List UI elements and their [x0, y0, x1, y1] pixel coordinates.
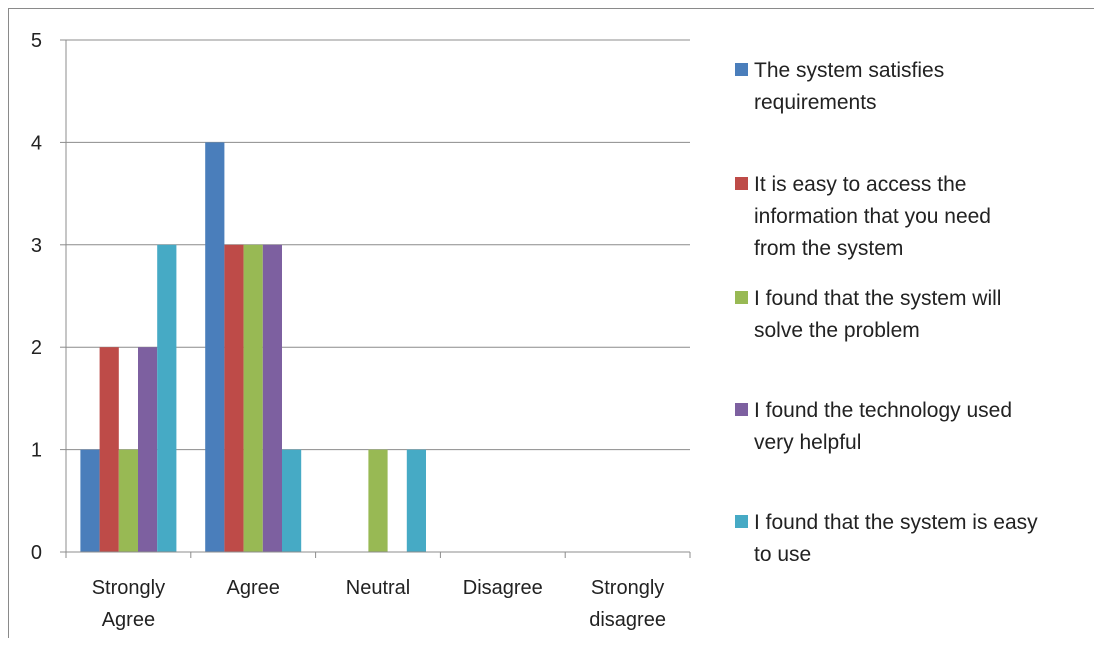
x-tick-label: Neutral: [346, 577, 410, 599]
legend-item: It is easy to access the information that…: [735, 169, 1095, 265]
bar: [262, 244, 282, 553]
x-tick-labels: Strongly Agree Agree Neutral Disagree Strongl…: [92, 577, 666, 631]
axes: [65, 40, 691, 558]
bar: [406, 449, 426, 552]
legend-label: I found that the system is easy to use: [754, 507, 1084, 571]
x-tick-label: disagree: [589, 609, 666, 631]
legend-swatch: [735, 291, 748, 304]
y-tick-label: 0: [31, 542, 42, 564]
bar: [282, 449, 302, 552]
bar: [80, 449, 100, 552]
bar: [243, 244, 263, 553]
y-tick-labels: 0 1 2 3 4 5: [31, 30, 42, 564]
y-tick-label: 1: [31, 440, 42, 462]
y-tick-label: 5: [31, 30, 42, 52]
x-tick-label: Strongly: [92, 577, 165, 599]
legend-item: I found the technology used very helpful: [735, 395, 1095, 459]
bar: [157, 244, 177, 553]
bars: [80, 142, 426, 553]
bar: [138, 347, 158, 552]
x-tick-label: Disagree: [463, 577, 543, 599]
legend-swatch: [735, 177, 748, 190]
legend-label-line: solve the problem: [754, 319, 920, 342]
legend-label-line: very helpful: [754, 431, 862, 454]
chart-frame: [8, 8, 1094, 638]
legend-label-line: It is easy to access the: [754, 173, 967, 196]
x-tick-label: Strongly: [591, 577, 664, 599]
x-tick-label: Agree: [102, 609, 155, 631]
legend-label-line: I found that the system will: [754, 287, 1002, 310]
bar: [368, 449, 388, 552]
legend-label-line: I found the technology used: [754, 399, 1013, 422]
x-tick-label: Agree: [227, 577, 280, 599]
legend-label: I found the technology used very helpful: [754, 395, 1084, 459]
legend-label: It is easy to access the information that…: [754, 169, 1084, 265]
legend-label: The system satisfies requirements: [754, 55, 1084, 119]
legend-item: I found that the system is easy to use: [735, 507, 1095, 571]
bar: [118, 449, 138, 552]
bar: [224, 244, 244, 553]
y-tick-label: 2: [31, 337, 42, 359]
y-tick-label: 4: [31, 132, 42, 154]
legend-item: I found that the system will solve the pr…: [735, 283, 1095, 347]
legend-swatch: [735, 515, 748, 528]
y-tick-label: 3: [31, 235, 42, 257]
bar: [99, 347, 119, 552]
legend-label-line: to use: [754, 543, 812, 566]
legend-swatch: [735, 403, 748, 416]
legend-label: I found that the system will solve the pr…: [754, 283, 1084, 347]
legend-label-line: information that you need: [754, 205, 991, 228]
legend-item: The system satisfies requirements: [735, 55, 1095, 119]
legend-label-line: requirements: [754, 91, 877, 114]
legend-label-line: from the system: [754, 237, 904, 260]
legend-swatch: [735, 63, 748, 76]
legend-label-line: I found that the system is easy: [754, 511, 1038, 534]
bar: [205, 142, 225, 552]
legend-label-line: The system satisfies: [754, 59, 945, 82]
